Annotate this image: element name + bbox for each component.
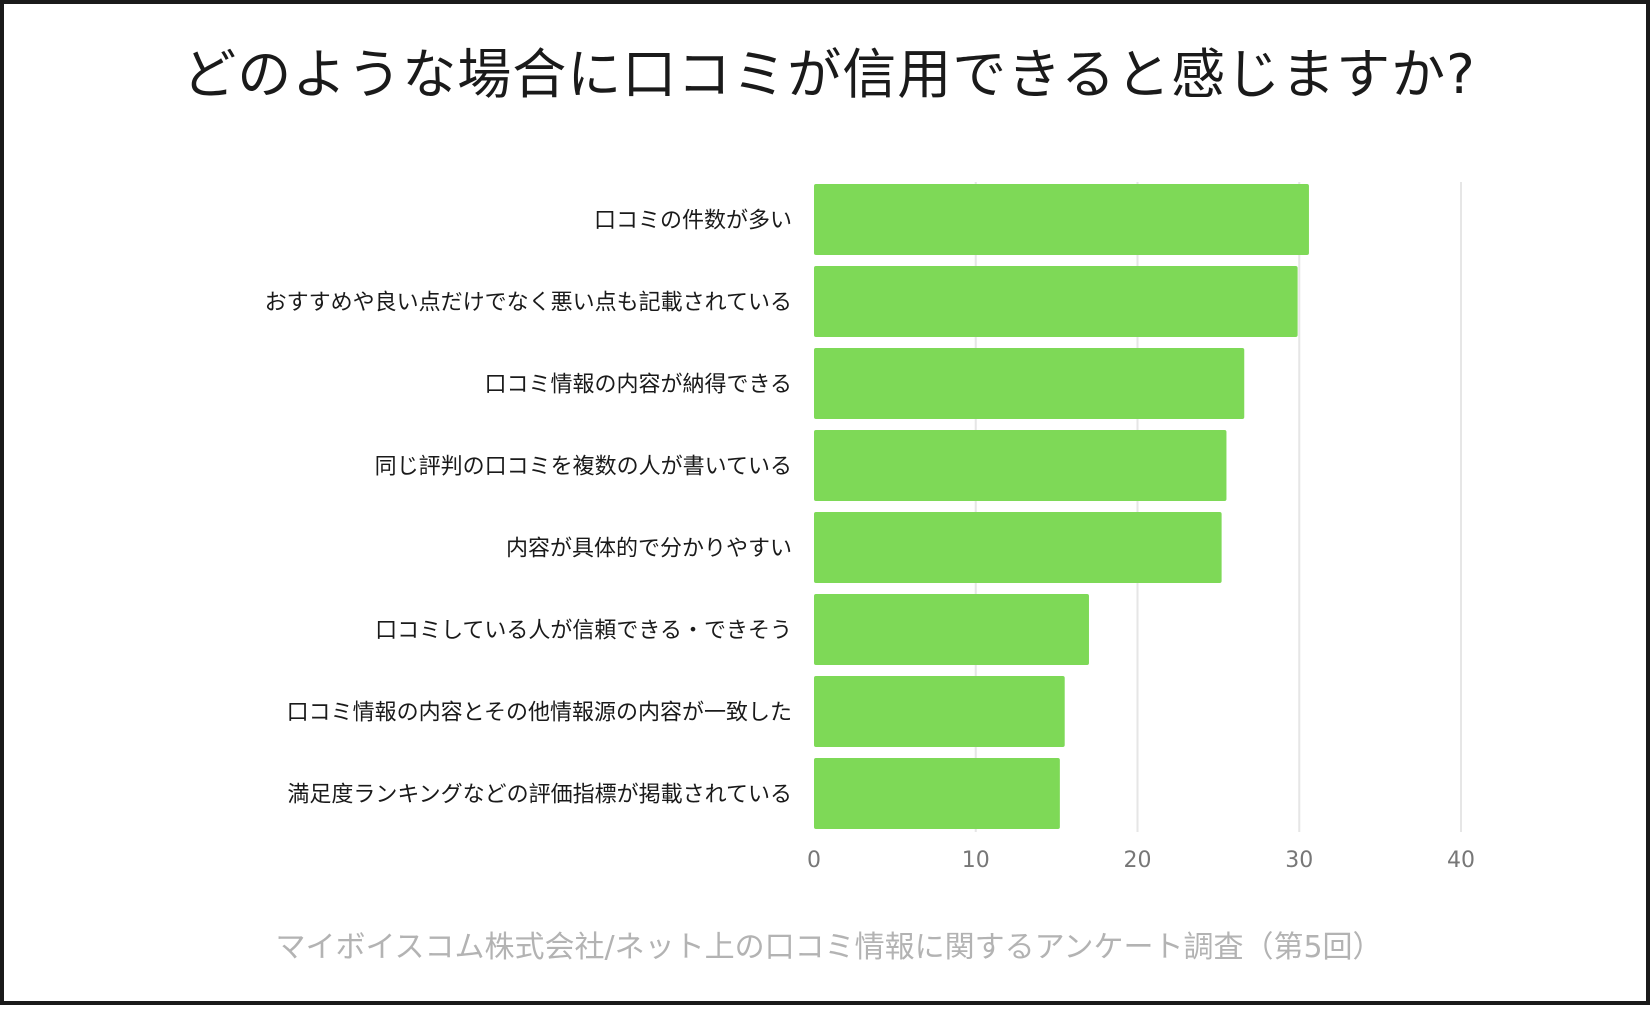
- x-tick-label: 30: [1285, 848, 1313, 873]
- bar: [814, 266, 1298, 337]
- category-label: おすすめや良い点だけでなく悪い点も記載されている: [265, 291, 792, 316]
- category-label: 口コミしている人が信頼できる・できそう: [375, 619, 792, 644]
- x-axis-ticks: 0 10 20 30 40: [807, 848, 1475, 873]
- category-label: 満足度ランキングなどの評価指標が掲載されている: [287, 783, 792, 808]
- category-labels: 口コミの件数が多いおすすめや良い点だけでなく悪い点も記載されている口コミ情報の内…: [265, 209, 792, 808]
- x-tick-label: 10: [962, 848, 990, 873]
- category-label: 同じ評判の口コミを複数の人が書いている: [375, 455, 792, 480]
- bar: [814, 430, 1227, 501]
- x-tick-label: 20: [1124, 848, 1152, 873]
- bar: [814, 512, 1222, 583]
- bar-chart: 口コミの件数が多いおすすめや良い点だけでなく悪い点も記載されている口コミ情報の内…: [265, 182, 1475, 873]
- x-tick-label: 40: [1447, 848, 1475, 873]
- chart-title: どのような場合に口コミが信用できると感じますか?: [182, 43, 1476, 106]
- chart-source: マイボイスコム株式会社/ネット上の口コミ情報に関するアンケート調査（第5回）: [275, 930, 1383, 965]
- category-label: 内容が具体的で分かりやすい: [506, 537, 792, 562]
- bar: [814, 184, 1309, 255]
- x-tick-label: 0: [807, 848, 821, 873]
- category-label: 口コミ情報の内容が納得できる: [484, 373, 792, 398]
- bar: [814, 348, 1245, 419]
- bars: [814, 184, 1309, 829]
- category-label: 口コミ情報の内容とその他情報源の内容が一致した: [287, 701, 792, 726]
- category-label: 口コミの件数が多い: [594, 209, 792, 234]
- bar: [814, 594, 1089, 665]
- bar: [814, 676, 1065, 747]
- bar: [814, 758, 1060, 829]
